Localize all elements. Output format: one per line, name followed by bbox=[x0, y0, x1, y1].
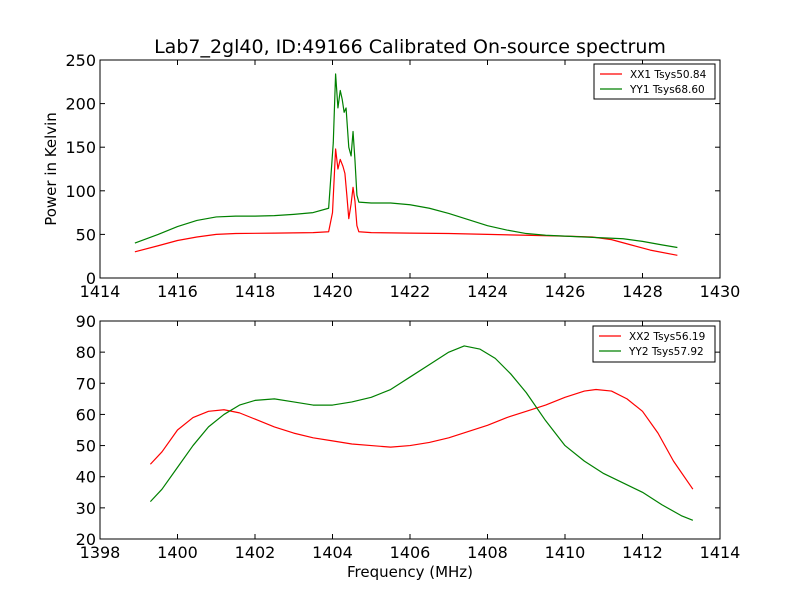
x-tick-label: 1402 bbox=[235, 543, 276, 562]
x-tick-label: 1412 bbox=[622, 543, 663, 562]
x-tick-label: 1420 bbox=[312, 282, 353, 301]
x-tick-label: 1398 bbox=[80, 543, 121, 562]
legend-box bbox=[592, 325, 716, 363]
x-tick-label: 1408 bbox=[467, 543, 508, 562]
series-line-yy bbox=[134, 73, 678, 249]
x-tick-label: 1414 bbox=[700, 543, 741, 562]
y-tick-label: 80 bbox=[76, 343, 96, 362]
legend-label: YY2 Tsys57.92 bbox=[628, 346, 704, 358]
bottom-panel: 1398 1400 1402 1404 1406 1408 1410 1412 1414 20 30… bbox=[76, 312, 741, 562]
y-tick-label: 50 bbox=[76, 225, 96, 244]
chart-title: Lab7_2gl40, ID:49166 Calibrated On-sourc… bbox=[154, 36, 666, 58]
y-tick-label: 60 bbox=[76, 405, 96, 424]
x-axis-label: Frequency (MHz) bbox=[347, 563, 473, 581]
y-tick-label: 40 bbox=[76, 468, 96, 487]
series-line-xx bbox=[149, 388, 694, 490]
x-tick-label: 1430 bbox=[700, 282, 741, 301]
y-tick-label: 20 bbox=[76, 530, 96, 549]
legend-label: YY1 Tsys68.60 bbox=[629, 84, 705, 96]
legend-label: XX1 Tsys50.84 bbox=[630, 69, 707, 81]
x-tick-label: 1416 bbox=[157, 282, 198, 301]
y-tick-label: 0 bbox=[86, 269, 96, 288]
y-tick-label: 90 bbox=[76, 312, 96, 331]
y-tick-label: 70 bbox=[76, 374, 96, 393]
x-tick-label: 1404 bbox=[312, 543, 353, 562]
series-line-yy bbox=[149, 345, 694, 521]
legend-label: XX2 Tsys56.19 bbox=[629, 331, 705, 343]
x-tick-label: 1418 bbox=[235, 282, 276, 301]
y-tick-label: 150 bbox=[65, 138, 96, 157]
x-tick-label: 1410 bbox=[545, 543, 586, 562]
x-tick-label: 1414 bbox=[80, 282, 121, 301]
y-tick-label: 30 bbox=[76, 499, 96, 518]
x-tick-label: 1426 bbox=[545, 282, 586, 301]
x-tick-label: 1424 bbox=[467, 282, 508, 301]
x-tick-label: 1428 bbox=[622, 282, 663, 301]
x-tick-label: 1406 bbox=[390, 543, 431, 562]
top-panel: 1414 1416 1418 1420 1422 1424 1426 1428 1430 0 50 1… bbox=[65, 51, 740, 301]
y-tick-label: 200 bbox=[65, 95, 96, 114]
y-axis-label: Power in Kelvin bbox=[42, 112, 60, 226]
y-tick-label: 50 bbox=[76, 437, 96, 456]
x-tick-label: 1400 bbox=[157, 543, 198, 562]
y-tick-label: 250 bbox=[65, 51, 96, 70]
legend-box bbox=[593, 63, 716, 100]
y-tick-label: 100 bbox=[65, 182, 96, 201]
x-tick-label: 1422 bbox=[390, 282, 431, 301]
